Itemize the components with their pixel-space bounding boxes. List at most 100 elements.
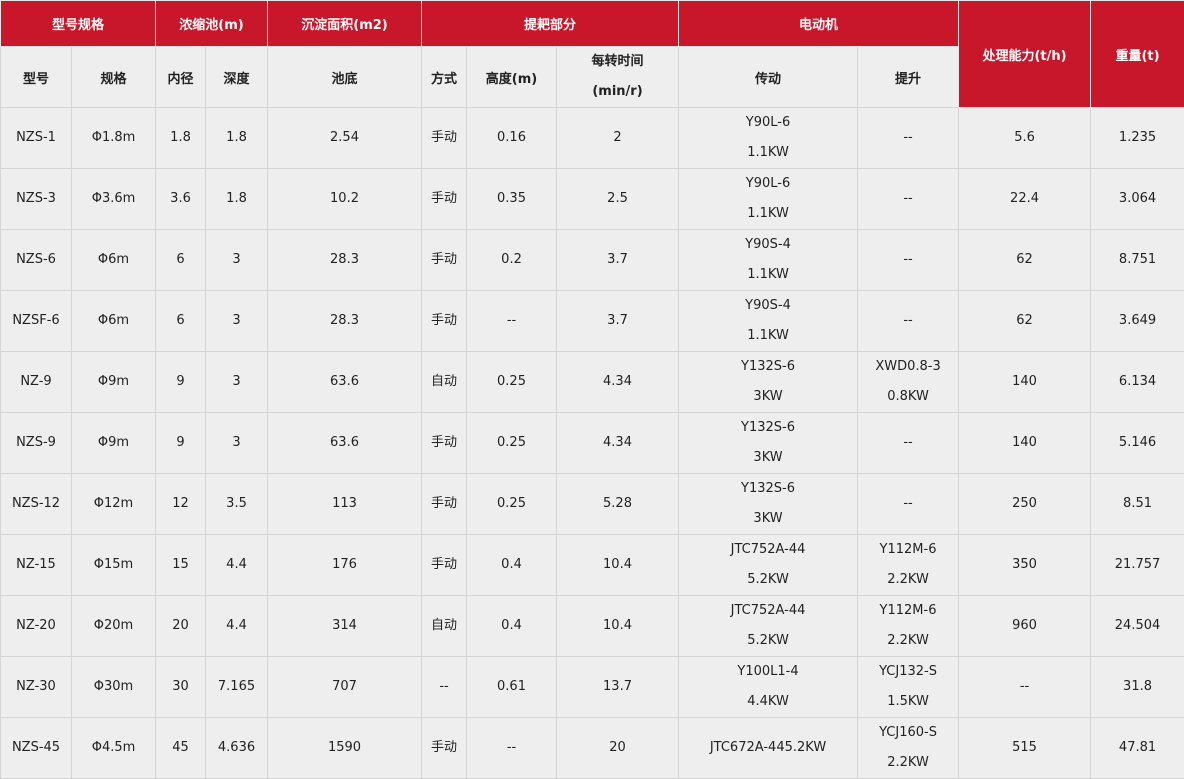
cell-lift-line: -- [903, 191, 913, 206]
header-depth: 深度 [205, 46, 269, 108]
cell-height: 0.4 [466, 534, 558, 596]
cell-capacity: 62 [958, 229, 1092, 291]
cell-depth: 3 [205, 229, 269, 291]
cell-lift-line: 2.2KW [887, 633, 929, 648]
cell-diameter: 30 [155, 656, 207, 718]
cell-drive-line: 1.1KW [747, 145, 789, 160]
cell-depth: 3.5 [205, 473, 269, 535]
cell-lift-line: -- [903, 435, 913, 450]
cell-drive-line: 1.1KW [747, 206, 789, 221]
cell-spec: Φ1.8m [70, 107, 157, 169]
cell-mode: 手动 [421, 168, 468, 230]
header-time-line2: (min/r) [592, 84, 643, 99]
cell-drive-line: JTC752A-44 [730, 542, 806, 557]
cell-height: 0.25 [466, 473, 558, 535]
cell-depth: 4.636 [205, 717, 269, 779]
cell-area: 176 [267, 534, 423, 596]
cell-weight: 5.146 [1090, 412, 1184, 474]
cell-lift-line: -- [903, 130, 913, 145]
cell-capacity: 22.4 [958, 168, 1092, 230]
cell-drive: Y132S-6 3KW [678, 351, 859, 413]
cell-weight: 31.8 [1090, 656, 1184, 718]
header-drive: 传动 [678, 46, 859, 108]
header-mode: 方式 [421, 46, 468, 108]
table-row: NZ-30 Φ30m 30 7.165 707 -- 0.61 13.7 Y100L1-4 4.4… [0, 656, 1184, 718]
cell-time: 4.34 [556, 412, 680, 474]
cell-lift-line: Y112M-6 [879, 603, 937, 618]
cell-height: 0.25 [466, 412, 558, 474]
cell-depth: 1.8 [205, 168, 269, 230]
cell-height: 0.61 [466, 656, 558, 718]
cell-mode: 手动 [421, 717, 468, 779]
cell-drive: JTC752A-44 5.2KW [678, 534, 859, 596]
cell-time: 10.4 [556, 595, 680, 657]
cell-weight: 21.757 [1090, 534, 1184, 596]
cell-weight: 8.751 [1090, 229, 1184, 291]
cell-height: 0.2 [466, 229, 558, 291]
cell-mode: 自动 [421, 351, 468, 413]
cell-drive: Y90S-4 1.1KW [678, 229, 859, 291]
cell-lift-line: -- [903, 252, 913, 267]
cell-depth: 3 [205, 351, 269, 413]
header-time-per-rev: 每转时间 (min/r) [556, 46, 680, 108]
table-row: NZS-12 Φ12m 12 3.5 113 手动 0.25 5.28 Y132S-6 3KW --… [0, 473, 1184, 535]
cell-lift: -- [857, 168, 960, 230]
cell-drive-line: Y90L-6 [745, 115, 791, 130]
cell-drive: JTC672A-445.2KW [678, 717, 859, 779]
table-row: NZS-3 Φ3.6m 3.6 1.8 10.2 手动 0.35 2.5 Y90L-6 1.1KW… [0, 168, 1184, 230]
cell-lift: Y112M-6 2.2KW [857, 595, 960, 657]
header-weight: 重量(t) [1090, 0, 1184, 108]
cell-model: NZS-6 [0, 229, 72, 291]
cell-lift-line: 0.8KW [887, 389, 929, 404]
cell-drive-line: Y132S-6 [741, 420, 795, 435]
cell-lift: -- [857, 229, 960, 291]
cell-drive-line: 3KW [753, 511, 783, 526]
cell-time: 4.34 [556, 351, 680, 413]
cell-area: 63.6 [267, 412, 423, 474]
cell-diameter: 12 [155, 473, 207, 535]
cell-mode: -- [421, 656, 468, 718]
cell-mode: 手动 [421, 534, 468, 596]
cell-drive-line: Y90S-4 [745, 237, 791, 252]
cell-time: 3.7 [556, 229, 680, 291]
header-inner-diameter: 内径 [155, 46, 207, 108]
cell-spec: Φ15m [70, 534, 157, 596]
cell-time: 3.7 [556, 290, 680, 352]
header-settling-area: 沉淀面积(m2) [267, 0, 423, 47]
header-thickener: 浓缩池(m) [155, 0, 269, 47]
cell-height: 0.35 [466, 168, 558, 230]
cell-mode: 自动 [421, 595, 468, 657]
cell-lift: YCJ132-S 1.5KW [857, 656, 960, 718]
cell-capacity: 350 [958, 534, 1092, 596]
cell-time: 2.5 [556, 168, 680, 230]
cell-area: 63.6 [267, 351, 423, 413]
cell-area: 2.54 [267, 107, 423, 169]
cell-area: 28.3 [267, 290, 423, 352]
cell-lift-line: -- [903, 496, 913, 511]
cell-weight: 6.134 [1090, 351, 1184, 413]
cell-diameter: 6 [155, 290, 207, 352]
cell-model: NZ-30 [0, 656, 72, 718]
cell-spec: Φ6m [70, 290, 157, 352]
cell-weight: 24.504 [1090, 595, 1184, 657]
cell-depth: 4.4 [205, 595, 269, 657]
cell-capacity: 5.6 [958, 107, 1092, 169]
cell-lift-line: YCJ160-S [879, 725, 937, 740]
cell-depth: 7.165 [205, 656, 269, 718]
table-row: NZS-6 Φ6m 6 3 28.3 手动 0.2 3.7 Y90S-4 1.1KW -- 62 8.7… [0, 229, 1184, 291]
cell-drive-line: 1.1KW [747, 328, 789, 343]
cell-time: 5.28 [556, 473, 680, 535]
cell-spec: Φ4.5m [70, 717, 157, 779]
cell-drive-line: 5.2KW [747, 633, 789, 648]
cell-capacity: 515 [958, 717, 1092, 779]
cell-drive: Y132S-6 3KW [678, 412, 859, 474]
header-lift: 提升 [857, 46, 960, 108]
cell-diameter: 15 [155, 534, 207, 596]
cell-lift-line: 2.2KW [887, 572, 929, 587]
cell-area: 10.2 [267, 168, 423, 230]
cell-capacity: 140 [958, 351, 1092, 413]
cell-drive: Y90L-6 1.1KW [678, 168, 859, 230]
cell-capacity: 140 [958, 412, 1092, 474]
table-row: NZSF-6 Φ6m 6 3 28.3 手动 -- 3.7 Y90S-4 1.1KW -- 62 3.6… [0, 290, 1184, 352]
